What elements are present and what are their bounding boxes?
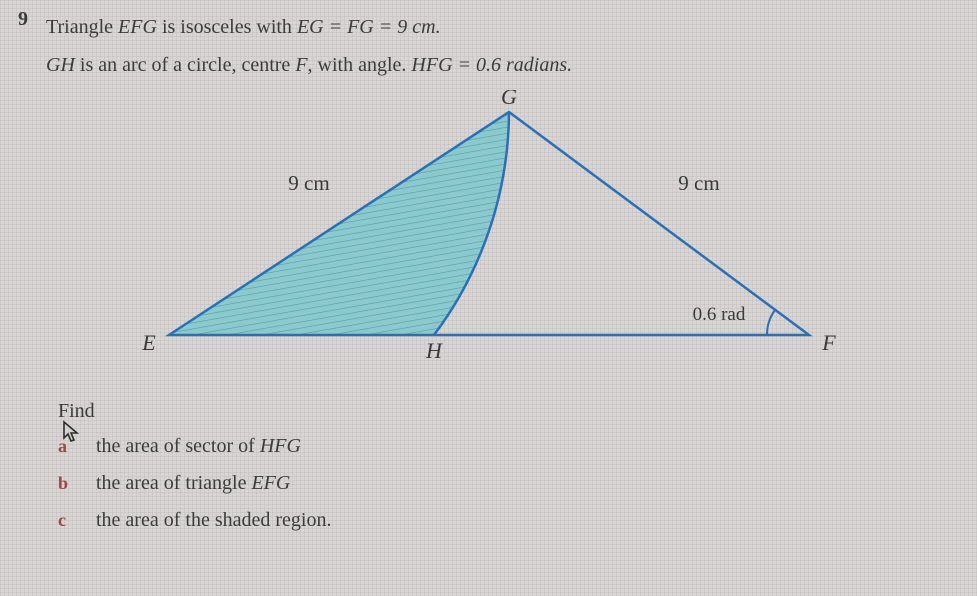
label-f: F xyxy=(821,330,836,355)
question-header: 9 Triangle EFG is isosceles with EG = FG… xyxy=(0,0,977,84)
part-b: b the area of triangle EFG xyxy=(58,472,977,495)
part-b-pre: the area of triangle xyxy=(96,472,251,494)
figure-container: G E H F 9 cm 9 cm 0.6 rad xyxy=(0,90,977,370)
line1-tri: EFG xyxy=(118,16,157,38)
part-a: a the area of sector of HFG xyxy=(58,435,977,458)
part-a-pre: the area of sector of xyxy=(96,435,260,457)
cursor-icon xyxy=(62,420,82,450)
label-g: G xyxy=(501,90,517,109)
part-c-pre: the area of the shaded region. xyxy=(96,509,331,531)
line2-eq: HFG = 0.6 radians. xyxy=(411,54,572,76)
question-number: 9 xyxy=(0,8,46,84)
part-a-math: HFG xyxy=(260,435,301,457)
part-text-b: the area of triangle EFG xyxy=(96,472,290,495)
part-c: c the area of the shaded region. xyxy=(58,509,977,532)
line1-eq: EG = FG = 9 cm. xyxy=(297,16,441,38)
part-b-math: EFG xyxy=(251,472,290,494)
find-block: Find a the area of sector of HFG b the a… xyxy=(58,400,977,532)
line2-mid: is an arc of a circle, centre xyxy=(75,54,295,76)
geometry-figure: G E H F 9 cm 9 cm 0.6 rad xyxy=(129,90,849,370)
label-h: H xyxy=(425,338,443,363)
line1-pre: Triangle xyxy=(46,16,118,38)
side-right-label: 9 cm xyxy=(678,171,719,195)
side-left-label: 9 cm xyxy=(288,171,329,195)
line2-F: F xyxy=(295,54,307,76)
line2-mid2: , with angle. xyxy=(308,54,412,76)
part-text-c: the area of the shaded region. xyxy=(96,509,331,532)
line1-mid: is isosceles with xyxy=(157,16,297,38)
part-text-a: the area of sector of HFG xyxy=(96,435,301,458)
label-e: E xyxy=(141,330,156,355)
question-text: Triangle EFG is isosceles with EG = FG =… xyxy=(46,8,572,84)
find-label: Find xyxy=(58,400,977,423)
angle-arc xyxy=(766,310,774,335)
part-letter-b: b xyxy=(58,473,96,494)
angle-label: 0.6 rad xyxy=(692,304,745,325)
line2-pre: GH xyxy=(46,54,75,76)
part-letter-c: c xyxy=(58,510,96,531)
